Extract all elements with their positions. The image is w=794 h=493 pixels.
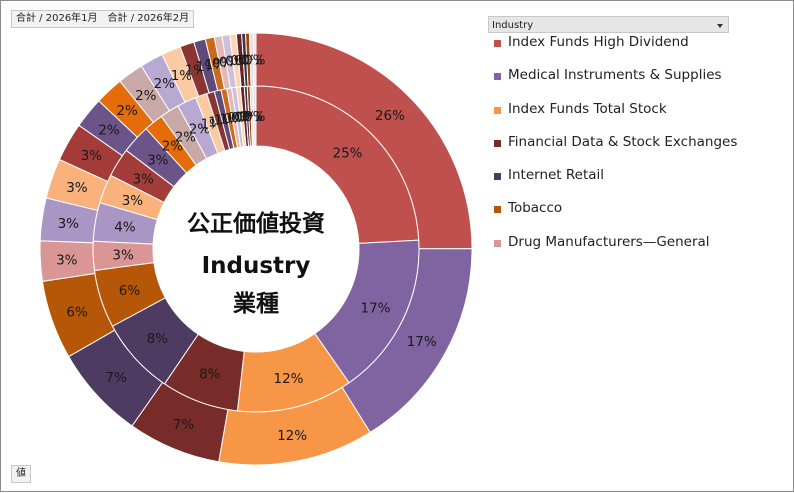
legend-field-filter[interactable]: Industry	[488, 16, 729, 33]
legend-item[interactable]: Index Funds Total Stock	[494, 101, 737, 134]
data-label-ring1-1: 25%	[332, 145, 362, 161]
data-label-ring2-12: 2%	[116, 103, 138, 119]
data-label-ring1-2: 17%	[360, 300, 390, 316]
legend-label: Internet Retail	[508, 167, 605, 184]
data-label-ring1-10: 3%	[133, 171, 155, 187]
data-label-ring2-25: 0%	[241, 53, 263, 69]
data-label-ring1-12: 2%	[162, 139, 184, 155]
data-label-ring1-26: 0%	[244, 109, 266, 125]
data-label-ring2-13: 2%	[135, 88, 157, 104]
data-label-ring2-11: 2%	[98, 122, 120, 138]
legend-swatch	[494, 239, 501, 247]
data-label-ring1-4: 8%	[199, 367, 221, 383]
legend-item[interactable]: Drug Manufacturers—General	[494, 234, 737, 267]
center-title-line-2: Industry	[202, 253, 311, 279]
data-label-ring2-8: 3%	[58, 216, 80, 232]
data-label-ring2-7: 3%	[56, 253, 78, 269]
legend-label: Index Funds Total Stock	[508, 100, 667, 117]
legend-label: Drug Manufacturers—General	[508, 233, 710, 250]
data-label-ring2-9: 3%	[66, 180, 88, 196]
series-field-button-1[interactable]: 合計 / 2026年1月	[16, 13, 98, 24]
data-label-ring1-25: 0%	[242, 109, 264, 125]
legend-item[interactable]: Index Funds High Dividend	[494, 34, 737, 67]
legend-label: Tobacco	[508, 200, 563, 217]
data-label-ring1-9: 3%	[122, 193, 144, 209]
legend-item[interactable]: Medical Instruments & Supplies	[494, 67, 737, 100]
legend-swatch	[494, 106, 501, 114]
legend-label: Index Funds High Dividend	[508, 34, 689, 50]
legend-swatch	[494, 139, 501, 147]
data-label-ring1-11: 3%	[147, 152, 169, 168]
data-label-ring2-3: 12%	[277, 428, 307, 444]
series-field-buttons[interactable]: 合計 / 2026年1月 合計 / 2026年2月	[11, 10, 195, 28]
legend-label: Financial Data & Stock Exchanges	[508, 133, 738, 150]
center-title-line-1: 公正価値投資	[187, 210, 325, 237]
series-field-button-2[interactable]: 合計 / 2026年2月	[107, 13, 190, 24]
data-label-ring2-26: 0%	[244, 53, 266, 69]
data-label-ring1-14: 2%	[189, 122, 211, 138]
legend-swatch	[494, 40, 501, 47]
data-label-ring1-6: 6%	[119, 283, 141, 299]
data-label-ring2-2: 17%	[407, 334, 437, 350]
legend-item[interactable]: Tobacco	[494, 200, 737, 233]
data-label-ring1-7: 3%	[112, 248, 134, 264]
data-label-ring1-3: 12%	[273, 371, 303, 387]
legend-swatch	[494, 73, 501, 81]
data-label-ring1-8: 4%	[114, 220, 136, 236]
data-label-ring2-10: 3%	[81, 148, 103, 164]
legend-swatch	[494, 206, 501, 214]
data-label-ring2-1: 26%	[375, 108, 405, 124]
slice-ring2-26[interactable]	[252, 32, 257, 87]
legend-label: Medical Instruments & Supplies	[508, 67, 722, 84]
legend-swatch	[494, 173, 501, 181]
chevron-down-icon[interactable]	[717, 24, 723, 28]
legend-field-label: Industry	[492, 20, 534, 31]
data-label-ring2-14: 2%	[154, 76, 176, 92]
data-label-ring1-5: 8%	[147, 331, 169, 347]
data-label-ring2-5: 7%	[105, 370, 127, 386]
data-label-ring2-6: 6%	[66, 305, 88, 321]
legend-item[interactable]: Financial Data & Stock Exchanges	[494, 134, 737, 167]
data-label-ring2-15: 1%	[171, 68, 193, 84]
data-label-ring2-4: 7%	[173, 417, 195, 433]
value-field-button[interactable]: 値	[11, 465, 31, 483]
data-label-ring1-13: 2%	[175, 129, 197, 145]
center-title-line-3: 業種	[232, 290, 279, 317]
legend-item[interactable]: Internet Retail	[494, 167, 737, 200]
chart-legend: Index Funds High Dividend Medical Instrum…	[494, 34, 737, 267]
